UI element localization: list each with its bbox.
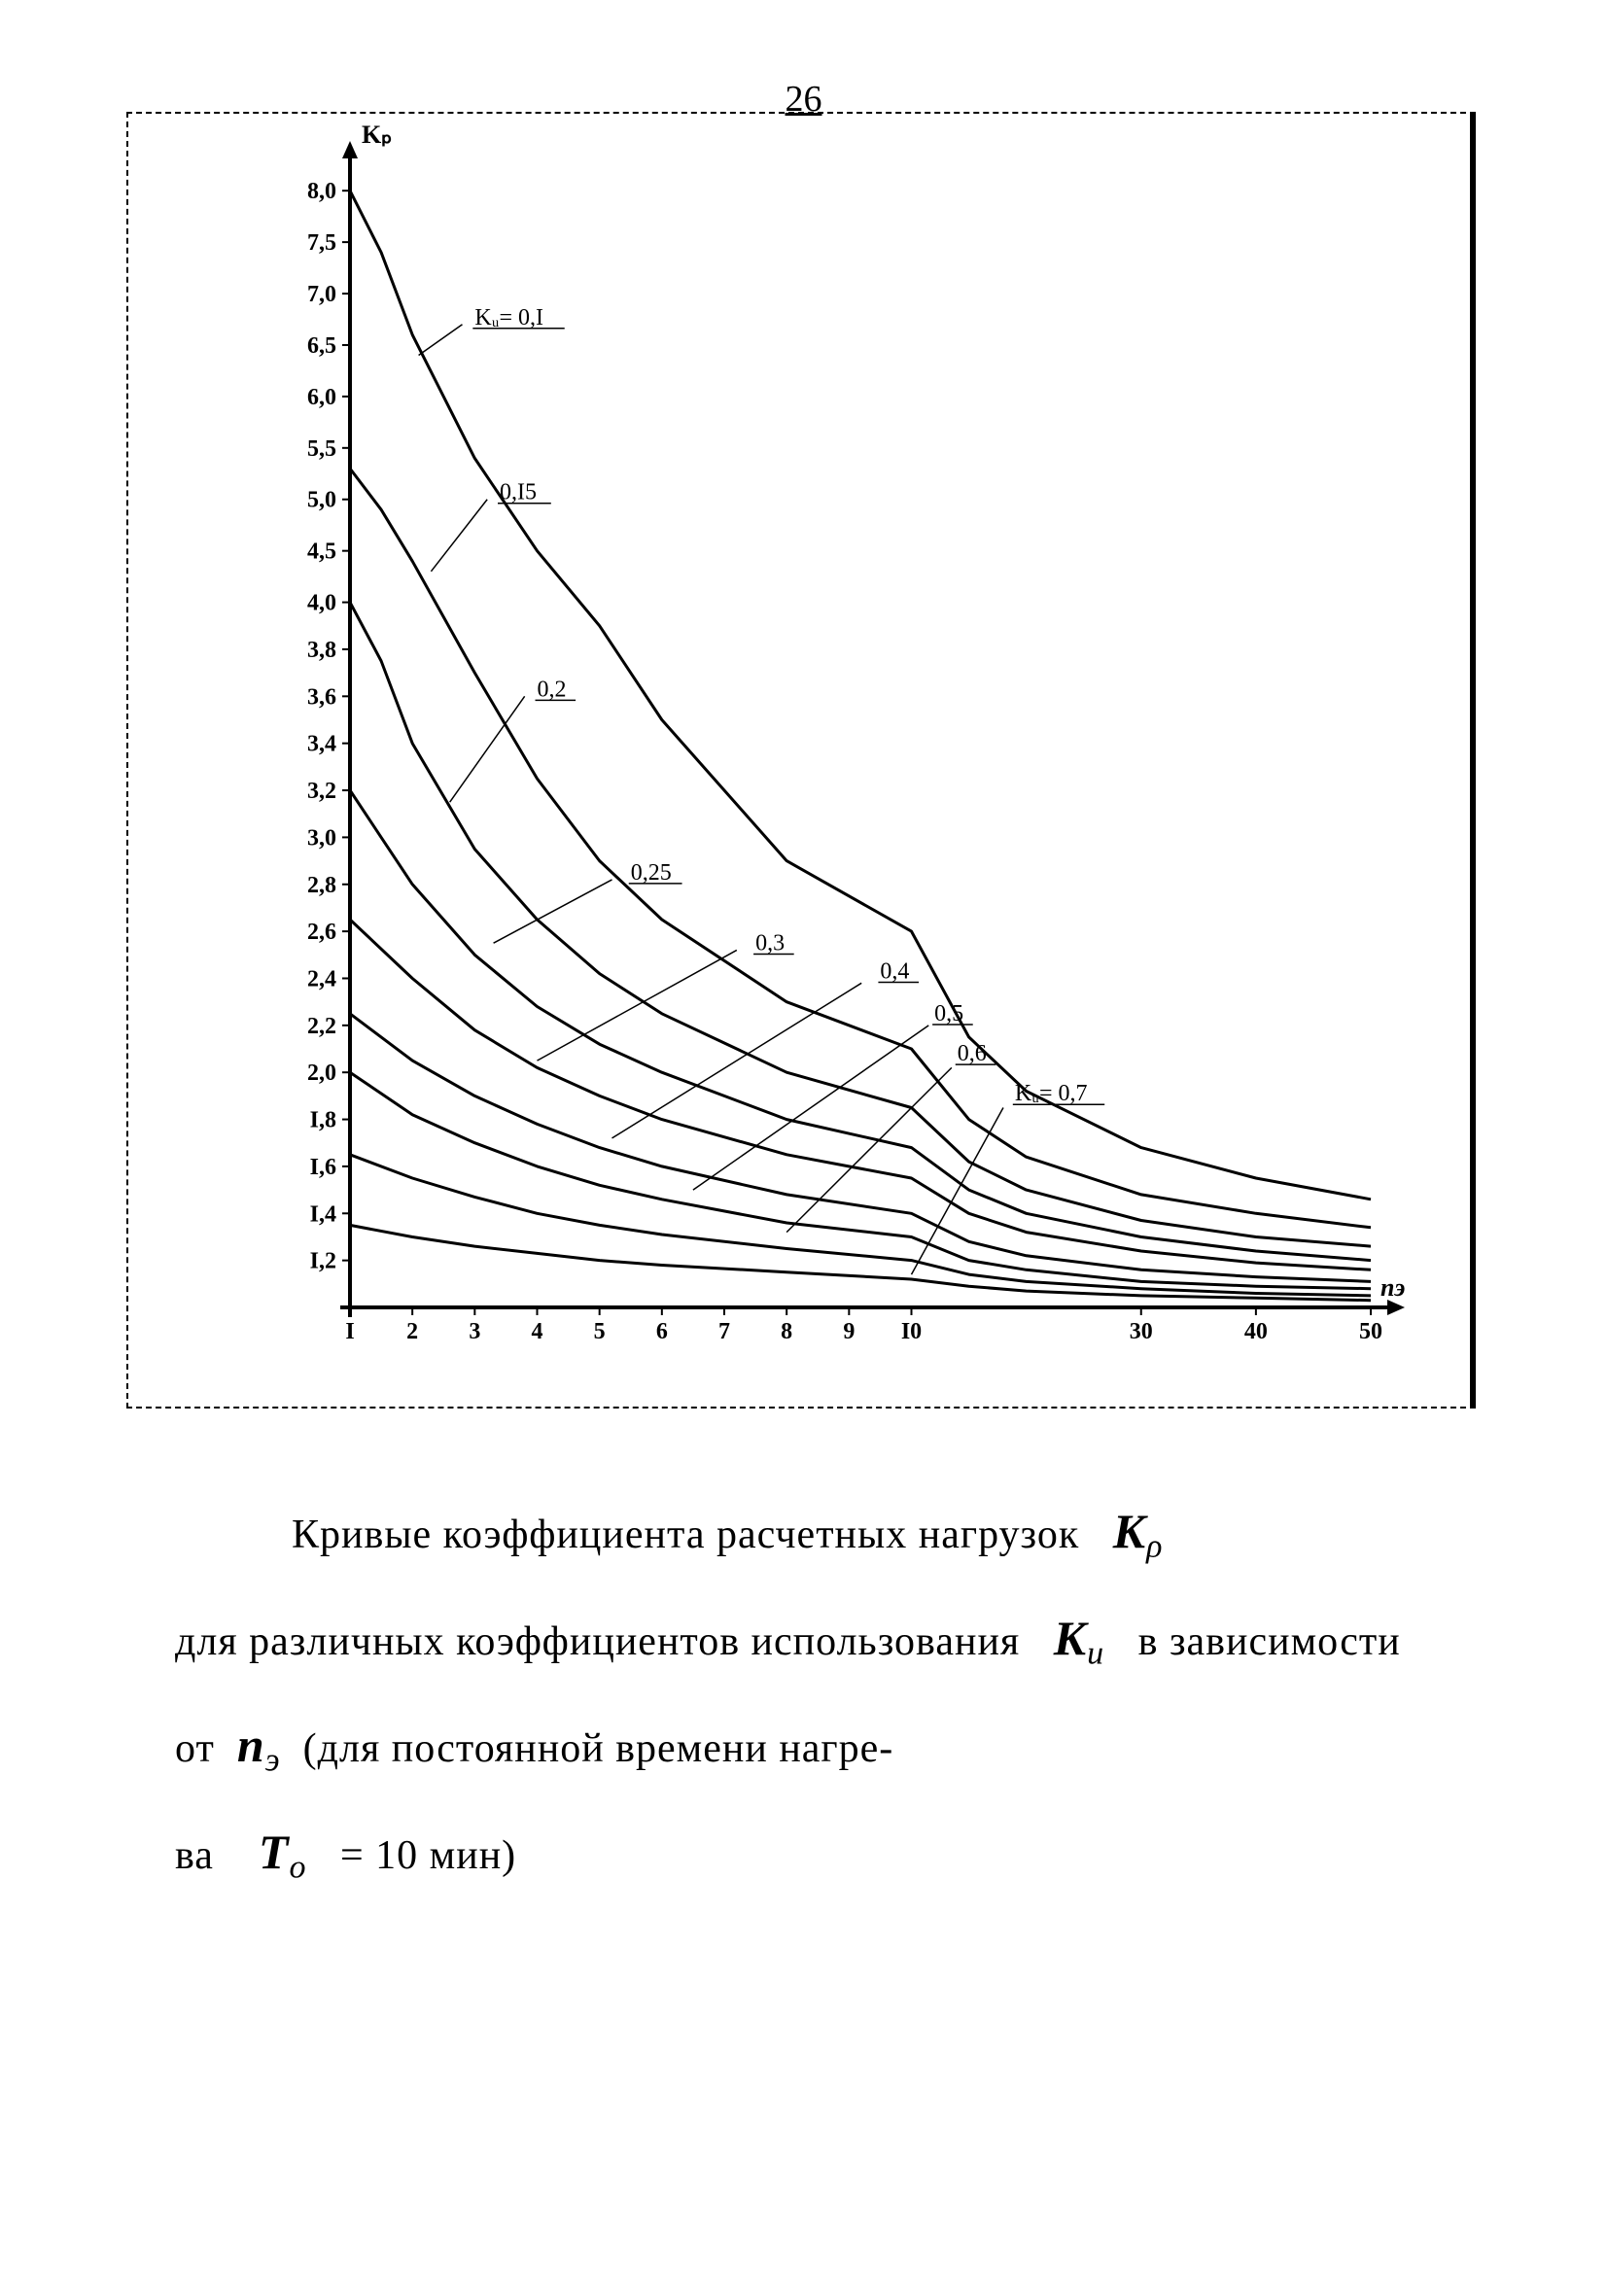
x-tick-label: 50 bbox=[1359, 1319, 1382, 1344]
x-tick-label: 2 bbox=[406, 1319, 418, 1344]
series-label: 0,4 bbox=[880, 958, 909, 984]
y-tick-label: 3,4 bbox=[307, 732, 336, 757]
y-tick-label: 4,5 bbox=[307, 539, 336, 565]
series-curve bbox=[350, 790, 1371, 1261]
y-tick-label: 3,2 bbox=[307, 779, 336, 804]
leader-line bbox=[450, 696, 525, 802]
symbol-t0: T bbox=[259, 1825, 290, 1879]
series-label: 0,6 bbox=[958, 1041, 987, 1066]
x-tick-label: 7 bbox=[718, 1319, 730, 1344]
x-tick-label: 8 bbox=[781, 1319, 792, 1344]
page: 2 6 Kₚ nэ 8,0 7,5 7,0 6,5 6,0 5,5 5,0 4,5 4,0 3,8 3,6… bbox=[0, 0, 1607, 2296]
y-tick-label: I,4 bbox=[310, 1201, 336, 1227]
y-tick-label: I,6 bbox=[310, 1155, 336, 1180]
y-tick-label: 2,2 bbox=[307, 1014, 336, 1039]
symbol-ne: n bbox=[237, 1718, 265, 1772]
series-curve bbox=[350, 1225, 1371, 1300]
caption-text: = 10 мин) bbox=[340, 1833, 516, 1878]
y-axis-arrow bbox=[342, 141, 358, 158]
x-tick-label: 40 bbox=[1244, 1319, 1268, 1344]
y-tick-label: 5,5 bbox=[307, 436, 336, 462]
series-label: Kᵤ= 0,I bbox=[474, 305, 543, 330]
x-tick-label: I bbox=[345, 1319, 354, 1344]
symbol-kp: K bbox=[1113, 1504, 1146, 1558]
series-label: 0,I5 bbox=[500, 480, 537, 505]
x-tick-label: 30 bbox=[1130, 1319, 1153, 1344]
series-label: 0,2 bbox=[538, 677, 567, 702]
symbol-ku: K bbox=[1054, 1611, 1087, 1665]
y-axis-label: Kₚ bbox=[362, 121, 392, 149]
x-tick-label: 3 bbox=[469, 1319, 480, 1344]
y-tick-label: 4,0 bbox=[307, 591, 336, 616]
y-tick-label: 5,0 bbox=[307, 488, 336, 513]
y-tick-label: 2,8 bbox=[307, 873, 336, 898]
y-tick-label: 2,0 bbox=[307, 1061, 336, 1086]
y-tick-label: I,2 bbox=[310, 1249, 336, 1274]
y-tick-label: 3,0 bbox=[307, 825, 336, 851]
x-tick-label: 6 bbox=[656, 1319, 668, 1344]
series-label: 0,25 bbox=[631, 860, 672, 886]
series-label: Kᵤ= 0,7 bbox=[1015, 1081, 1088, 1106]
caption-text: Кривые коэффициента расчетных нагрузок bbox=[292, 1513, 1079, 1557]
series-label: 0,5 bbox=[934, 1001, 963, 1026]
y-tick-label: 6,0 bbox=[307, 385, 336, 410]
chart: Kₚ nэ 8,0 7,5 7,0 6,5 6,0 5,5 5,0 4,5 4,0 3,8 3,6 3,4… bbox=[126, 112, 1468, 1405]
leader-line bbox=[693, 1026, 928, 1190]
caption-text: ва bbox=[175, 1833, 214, 1878]
x-tick-label: 4 bbox=[532, 1319, 543, 1344]
y-tick-label: 3,6 bbox=[307, 684, 336, 710]
leader-line bbox=[912, 1107, 1004, 1274]
y-tick-label: 7,5 bbox=[307, 230, 336, 256]
caption-text: (для постоянной времени нагре- bbox=[303, 1726, 894, 1771]
x-axis-label: nэ bbox=[1380, 1273, 1405, 1302]
y-tick-label: 3,8 bbox=[307, 638, 336, 663]
y-tick-label: 6,5 bbox=[307, 333, 336, 359]
x-tick-label: 5 bbox=[594, 1319, 606, 1344]
y-tick-label: 8,0 bbox=[307, 179, 336, 204]
x-axis-arrow bbox=[1387, 1300, 1405, 1315]
series-curve bbox=[350, 1014, 1371, 1282]
x-tick-label: 9 bbox=[843, 1319, 855, 1344]
y-tick-label: 2,4 bbox=[307, 966, 336, 991]
series-curve bbox=[350, 469, 1371, 1228]
caption-text: для различных коэффициентов использовани… bbox=[175, 1619, 1020, 1664]
y-tick-label: 2,6 bbox=[307, 920, 336, 945]
leader-line bbox=[419, 325, 463, 356]
x-tick-label: I0 bbox=[901, 1319, 922, 1344]
series-label: 0,3 bbox=[755, 930, 785, 956]
leader-line bbox=[538, 950, 737, 1061]
y-tick-label: I,8 bbox=[310, 1108, 336, 1133]
series-curve bbox=[350, 603, 1371, 1247]
y-tick-label: 7,0 bbox=[307, 282, 336, 307]
caption: Кривые коэффициента расчетных нагрузок K… bbox=[175, 1478, 1439, 1905]
leader-line bbox=[431, 500, 487, 572]
